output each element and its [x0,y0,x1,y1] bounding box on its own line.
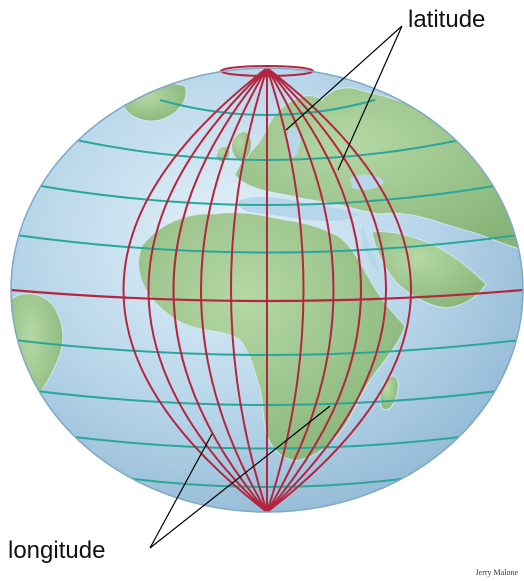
longitude-line [147,68,268,512]
longitude-line [200,68,268,512]
longitude-line [122,68,268,512]
globe-outline [10,67,524,513]
longitude-line [230,68,268,512]
longitude-pointer-line [149,433,213,549]
arabia-landmass [371,231,487,309]
pointer-lines [149,25,403,549]
latitude-label: latitude [408,6,486,33]
author-credit: Jerry Malone [475,568,518,577]
longitude-line [172,68,268,512]
longitude-pointer-line [149,405,331,549]
longitude-line [266,68,412,512]
longitude-line [266,68,305,512]
baltic-sea [286,126,301,158]
globe [10,65,524,513]
longitude-label: longitude [8,537,106,564]
longitude-line [266,68,362,512]
latitude-pointer-line [285,25,403,131]
longitude-line [266,68,387,512]
longitude-lines [122,68,412,512]
longitude-line [266,68,335,512]
latitude-pointer-line [337,25,403,171]
